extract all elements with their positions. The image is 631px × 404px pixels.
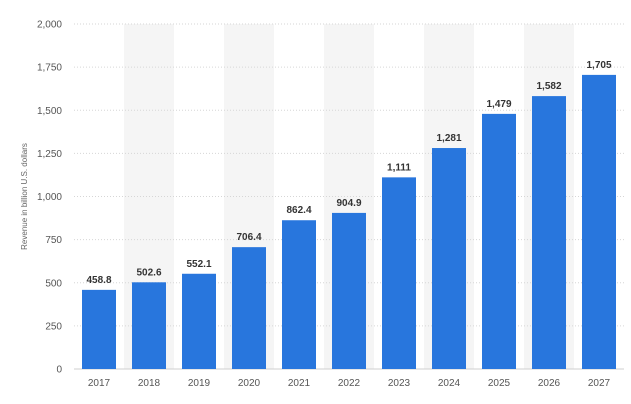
y-tick-label: 1,250 xyxy=(37,149,62,160)
x-tick-label-2027: 2027 xyxy=(588,378,611,389)
x-tick-label-2017: 2017 xyxy=(88,378,111,389)
x-tick-label-2022: 2022 xyxy=(338,378,361,389)
x-tick-label-2024: 2024 xyxy=(438,378,461,389)
y-tick-label: 1,000 xyxy=(37,192,62,203)
data-label-2017: 458.8 xyxy=(86,275,111,286)
bar-2025 xyxy=(482,113,516,369)
x-tick-label-2026: 2026 xyxy=(538,378,561,389)
bar-2023 xyxy=(382,177,416,369)
bar-2027 xyxy=(582,74,616,369)
x-tick-label-2019: 2019 xyxy=(188,378,211,389)
y-tick-label: 0 xyxy=(56,365,62,376)
y-tick-label: 750 xyxy=(45,235,62,246)
y-tick-label: 1,500 xyxy=(37,106,62,117)
data-label-2022: 904.9 xyxy=(336,198,361,209)
y-tick-label: 1,750 xyxy=(37,63,62,74)
data-label-2025: 1,479 xyxy=(486,99,511,110)
data-labels: 458.8 502.6 552.1 706.4 862.4 904.9 1,111 1,281… xyxy=(86,60,611,286)
bar-2018 xyxy=(132,282,166,369)
data-label-2020: 706.4 xyxy=(236,232,261,243)
bar-2022 xyxy=(332,212,366,369)
data-label-2018: 502.6 xyxy=(136,267,161,278)
x-tick-label-2023: 2023 xyxy=(388,378,411,389)
x-tick-label-2025: 2025 xyxy=(488,378,511,389)
bar-series xyxy=(82,74,616,369)
x-axis-ticks: 2017 2018 2019 2020 2021 2022 2023 2024 2025 2026… xyxy=(88,378,611,389)
data-label-2019: 552.1 xyxy=(186,259,211,270)
y-tick-label: 250 xyxy=(45,321,62,332)
data-label-2024: 1,281 xyxy=(436,133,461,144)
data-label-2023: 1,111 xyxy=(387,162,411,173)
data-label-2027: 1,705 xyxy=(586,60,611,71)
y-tick-label: 2,000 xyxy=(37,20,62,31)
x-tick-label-2020: 2020 xyxy=(238,378,261,389)
bar-2017 xyxy=(82,289,116,369)
y-axis-ticks: 0 250 500 750 1,000 1,250 1,500 1,750 2,000 xyxy=(37,20,62,376)
data-label-2021: 862.4 xyxy=(286,205,311,216)
bar-2021 xyxy=(282,220,316,369)
bar-2026 xyxy=(532,96,566,369)
x-tick-label-2018: 2018 xyxy=(138,378,161,389)
x-tick-label-2021: 2021 xyxy=(288,378,311,389)
bar-2020 xyxy=(232,247,266,369)
y-tick-label: 500 xyxy=(45,278,62,289)
data-label-2026: 1,582 xyxy=(536,81,561,92)
y-axis-title: Revenue in billion U.S. dollars xyxy=(20,143,29,250)
bar-2019 xyxy=(182,273,216,369)
bar-2024 xyxy=(432,148,466,369)
